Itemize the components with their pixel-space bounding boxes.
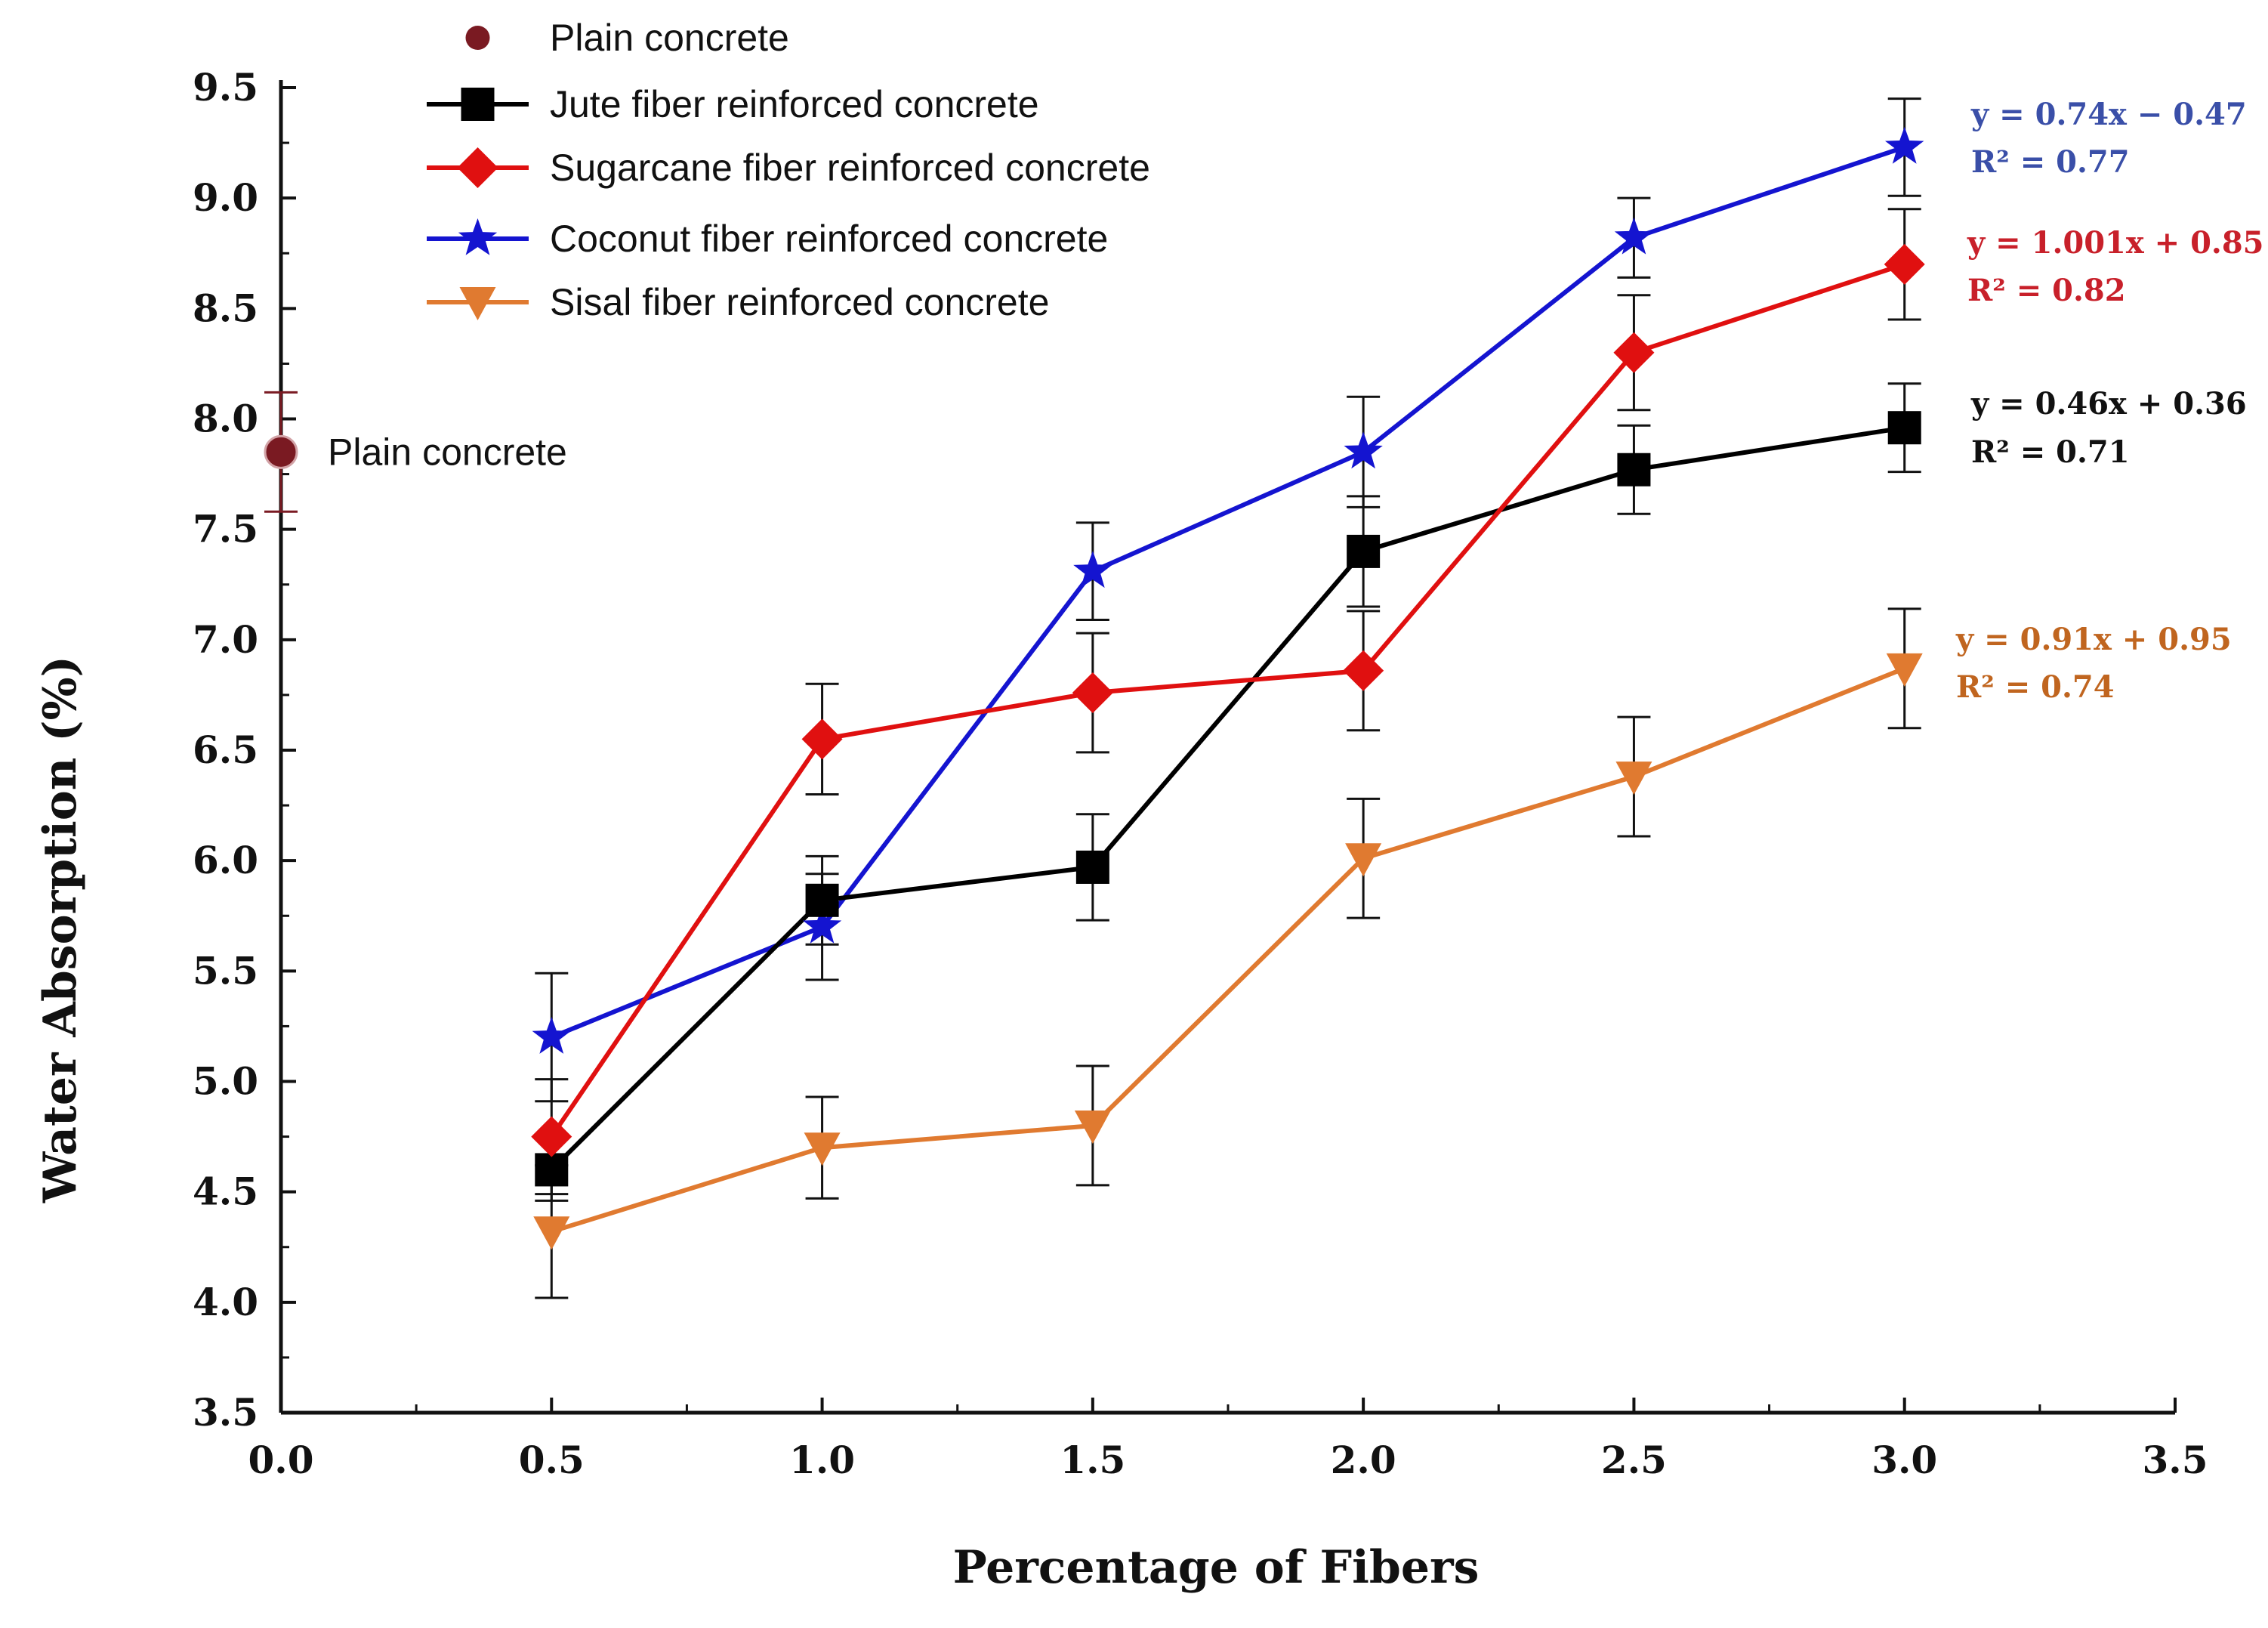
x-tick-label: 2.0 [1331,1438,1396,1482]
jute-data-point [1347,534,1381,568]
x-tick-label: 3.5 [2143,1438,2208,1482]
y-tick-label: 4.0 [193,1280,258,1324]
sugarcane-data-point [531,1116,572,1157]
sisal-data-point [1615,761,1652,795]
coconut-r-squared: R² = 0.77 [1971,144,2130,180]
y-tick-label: 3.5 [193,1390,258,1435]
sugarcane-data-point [1884,243,1925,285]
y-tick-label: 5.5 [193,948,258,993]
axis-titles: Percentage of Fibers Water Absorption (%… [34,656,1479,1594]
x-tick-label: 0.5 [519,1438,585,1482]
legend-sisal-label: Sisal fiber reinforced concrete [550,281,1049,323]
coconut-data-point [802,906,842,944]
x-axis-title: Percentage of Fibers [953,1541,1480,1594]
x-tick-label: 2.5 [1601,1438,1667,1482]
sugarcane-data-point [1613,332,1655,373]
sugarcane-r-squared: R² = 0.82 [1967,273,2126,308]
y-tick-label: 7.5 [193,507,258,551]
coconut-equation: y = 0.74x − 0.47 [1970,97,2247,132]
sisal-data-point [1345,843,1382,877]
coconut-data-point [1344,431,1383,469]
plain-concrete-data-point [264,434,298,469]
sugarcane-data-point [1343,650,1384,691]
legend-coconut-marker [458,218,498,255]
plain-concrete-annotation: Plain concrete [328,431,567,473]
jute-data-point [1617,453,1651,487]
coconut-data-point [1885,126,1924,164]
regression-equations: y = 0.74x − 0.47 R² = 0.77 y = 1.001x + 0.… [1955,97,2264,705]
legend-sugarcane-marker [457,147,498,188]
y-tick-label: 4.5 [193,1169,258,1214]
sugarcane-data-point [801,718,843,760]
series-markers: Plain concrete [264,97,1925,1299]
sisal-series-line [551,666,1905,1234]
series-lines [549,145,1905,1234]
y-axis-title: Water Absorption (%) [34,656,87,1203]
y-tick-label: 5.0 [193,1059,258,1104]
y-tick-label: 9.0 [193,175,258,220]
jute-series-line [550,425,1905,1172]
legend-sugarcane-label: Sugarcane fiber reinforced concrete [550,147,1150,189]
legend-jute-marker [461,88,495,121]
y-tick-label: 6.5 [193,728,258,772]
x-tick-label: 0.0 [248,1438,314,1482]
jute-data-point [805,883,839,917]
legend-coconut-label: Coconut fiber reinforced concrete [550,218,1108,260]
axes: 3.5 4.0 4.5 5.0 5.5 6.0 6.5 7.0 7.5 8.0 8.5 9.0 9.5 0… [193,65,2208,1482]
x-tick-label: 1.5 [1060,1438,1125,1482]
y-tick-label: 8.0 [193,397,258,441]
coconut-data-point [532,1017,571,1054]
x-tick-label: 1.0 [789,1438,855,1482]
legend-plain-marker [465,26,490,50]
y-tick-label: 8.5 [193,286,258,330]
sugarcane-data-point [1072,672,1113,713]
coconut-data-point [1073,551,1112,588]
jute-data-point [535,1153,569,1187]
legend-sisal-marker [459,287,496,320]
legend-jute-label: Jute fiber reinforced concrete [550,83,1039,125]
legend: Plain concrete Jute fiber reinforced conc… [427,17,1150,323]
jute-r-squared: R² = 0.71 [1971,434,2130,470]
jute-data-point [1075,850,1109,884]
sisal-data-point [1074,1110,1111,1144]
jute-equation: y = 0.46x + 0.36 [1970,386,2247,422]
sisal-equation: y = 0.91x + 0.95 [1955,622,2232,657]
y-tick-label: 9.5 [193,65,258,110]
y-tick-label: 6.0 [193,838,258,882]
sisal-data-point [1886,653,1923,687]
sugarcane-equation: y = 1.001x + 0.85 [1967,225,2264,261]
y-tick-label: 7.0 [193,617,258,662]
sisal-data-point [533,1216,570,1250]
coconut-data-point [1614,217,1654,255]
jute-data-point [1887,411,1921,445]
sisal-data-point [804,1132,841,1166]
x-tick-label: 3.0 [1871,1438,1937,1482]
sugarcane-series-line [549,262,1905,1138]
sisal-r-squared: R² = 0.74 [1956,669,2115,705]
legend-plain-label: Plain concrete [550,17,789,59]
